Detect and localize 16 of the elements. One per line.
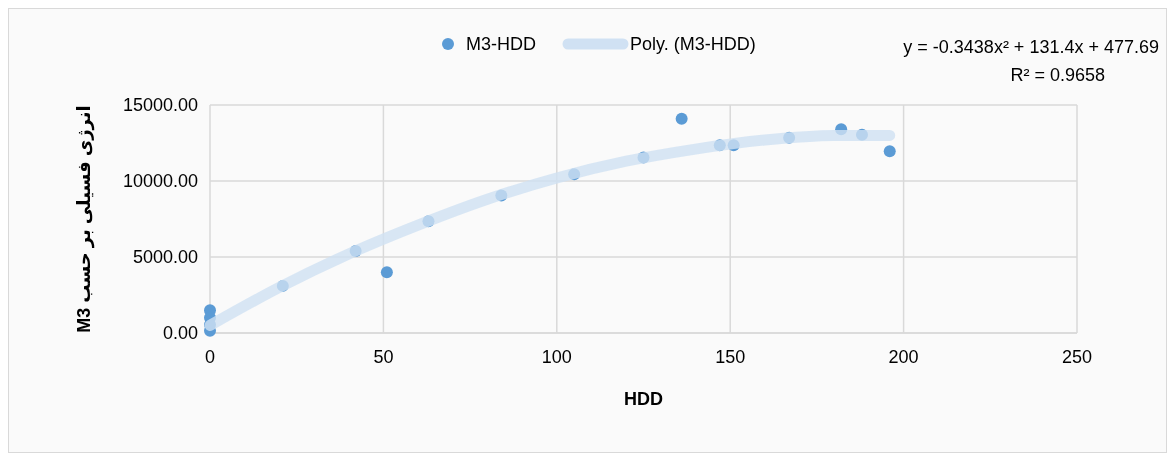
x-tick-label: 0 [204,347,216,367]
x-tick-label: 150 [715,347,746,367]
legend-label: Poly. (M3-HDD) [630,34,756,54]
text: R² = 0.9658 [1010,65,1105,85]
y-tick-label: 15000.00 [122,95,198,116]
x-tick-label: 100 [541,347,572,367]
y-axis-title: انرژی فسیلی بر حسب M3 [74,105,95,333]
text: y = -0.3438x² + 131.4x + 477.69 [903,37,1159,57]
legend-label: M3-HDD [466,34,536,54]
x-tick-label: 250 [1061,347,1093,367]
x-axis-title: HDD [624,389,663,409]
y-tick-label: 5000.00 [132,247,198,268]
y-tick-label: 10000.00 [122,171,198,192]
x-tick-label: 200 [888,347,919,367]
x-tick-label: 50 [373,347,394,367]
y-tick-label: 0.00 [162,323,198,344]
